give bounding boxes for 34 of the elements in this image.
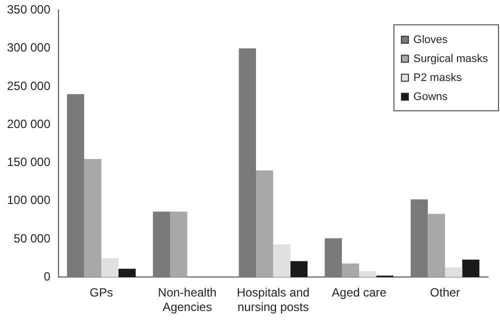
x-tick-label: Aged care [332, 286, 387, 300]
bar [256, 170, 274, 278]
y-tick-label: 300 000 [6, 40, 51, 55]
bar [290, 261, 308, 278]
bar [101, 258, 119, 278]
bar [324, 238, 342, 278]
y-tick-label: 50 000 [14, 231, 51, 246]
bar [462, 260, 480, 278]
x-tick-label: Hospitals and nursing posts [236, 286, 310, 314]
legend-label: P2 masks [413, 72, 462, 84]
x-tick-label: Non-health Agencies [158, 286, 217, 314]
bar [359, 271, 376, 278]
y-tick-label: 200 000 [6, 116, 51, 131]
legend-label: Gowns [413, 91, 448, 104]
y-tick-label: 100 000 [6, 193, 51, 208]
legend-label: Surgical masks [413, 53, 488, 66]
legend-label: Gloves [413, 34, 448, 46]
y-tick-label: 350 000 [6, 2, 51, 17]
bar [152, 212, 170, 278]
bar [238, 48, 256, 278]
x-tick-label: Other [430, 286, 460, 300]
bar [445, 267, 462, 278]
bar [118, 268, 136, 278]
x-tick-label: GPs [90, 286, 114, 300]
bar [410, 199, 428, 278]
y-tick-label: 0 [44, 270, 51, 284]
y-tick-label: 150 000 [6, 155, 51, 170]
bar [170, 212, 188, 278]
y-tick-label: 250 000 [6, 78, 51, 93]
bar [66, 94, 84, 278]
bar [342, 263, 360, 278]
bar [273, 244, 290, 278]
bar [84, 158, 102, 278]
bar [428, 214, 446, 278]
